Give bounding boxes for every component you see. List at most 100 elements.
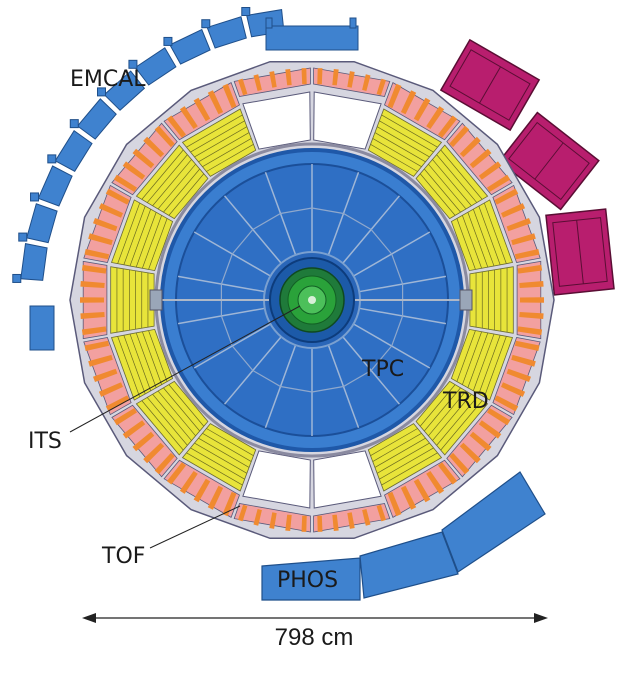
ring-sector bbox=[415, 122, 513, 220]
trd-module bbox=[110, 266, 155, 334]
trd-layer-line bbox=[374, 132, 426, 163]
trd-module bbox=[469, 266, 514, 334]
trd-module bbox=[135, 380, 209, 456]
trd-layer-line bbox=[141, 149, 184, 200]
tof-strip bbox=[132, 431, 155, 452]
trd-layer-line bbox=[379, 120, 434, 153]
arrow-right-icon bbox=[534, 613, 548, 623]
its-core bbox=[269, 257, 355, 343]
hmpid-module bbox=[545, 208, 615, 296]
emcal-module bbox=[20, 243, 48, 281]
trd-layer-line bbox=[424, 168, 461, 213]
ring-sector bbox=[83, 184, 174, 272]
trd-layer-line bbox=[478, 335, 501, 395]
trd-layer-line bbox=[379, 447, 434, 480]
tpc-sector-line bbox=[224, 195, 284, 267]
tof-leader-line bbox=[149, 505, 241, 549]
trd-layer-line bbox=[419, 384, 456, 427]
trd-layer-line bbox=[206, 428, 254, 456]
hmpid-module bbox=[439, 38, 541, 132]
trd-layer-line bbox=[157, 163, 196, 210]
trd-layer-line bbox=[472, 208, 495, 267]
emcal-module bbox=[54, 129, 93, 172]
emcal-bracket bbox=[12, 273, 22, 283]
tof-strip bbox=[514, 249, 540, 260]
tof-strip bbox=[459, 442, 481, 464]
tof-strip bbox=[478, 161, 502, 180]
ring-sector bbox=[83, 328, 174, 416]
tof-strip bbox=[511, 233, 536, 246]
tof-strip bbox=[469, 431, 492, 452]
emcal-label: EMCAL bbox=[70, 67, 146, 92]
tof-strip bbox=[400, 90, 417, 115]
tof-strip bbox=[332, 69, 339, 86]
trd-layer-line bbox=[194, 126, 248, 158]
tof-strip bbox=[517, 264, 543, 274]
empty-sector bbox=[242, 450, 311, 509]
trd-layer-line bbox=[146, 154, 188, 203]
tpc-sector-line bbox=[264, 171, 298, 258]
tof-strip bbox=[449, 452, 470, 475]
trd-layer-line bbox=[467, 212, 489, 268]
beam-pipe bbox=[308, 296, 316, 304]
trd-layer-line bbox=[381, 114, 438, 148]
trd-layer-line bbox=[483, 202, 507, 264]
its-leader-line bbox=[69, 305, 301, 433]
tof-strip bbox=[494, 188, 519, 205]
ring-sector bbox=[111, 380, 209, 478]
phos-module bbox=[261, 557, 361, 601]
trd-layer-line bbox=[424, 387, 461, 432]
tof-strip bbox=[81, 326, 107, 336]
tof-strip bbox=[93, 368, 118, 382]
emcal-module bbox=[76, 98, 117, 140]
rail-left bbox=[149, 289, 163, 311]
trd-layer-line bbox=[381, 452, 438, 486]
trd-layer-line bbox=[462, 331, 482, 385]
trd-layer-line bbox=[372, 138, 422, 167]
tpc-sector-line bbox=[193, 231, 274, 279]
trd-layer-line bbox=[123, 335, 146, 395]
tof-strip bbox=[501, 203, 526, 218]
trd-layer-line bbox=[129, 333, 152, 392]
trd-layer-line bbox=[163, 387, 200, 432]
emcal-bracket bbox=[265, 17, 273, 29]
ring-sector bbox=[233, 450, 311, 533]
tof-strip bbox=[426, 471, 445, 494]
tof-strip bbox=[332, 514, 339, 531]
emcal-bracket bbox=[163, 36, 173, 46]
tof-strip bbox=[81, 264, 107, 274]
tpc-label: TPC bbox=[361, 357, 404, 382]
ring-sector bbox=[163, 82, 257, 177]
trd-layer-line bbox=[142, 331, 162, 385]
trd-layer-line bbox=[456, 218, 476, 270]
tof-strip bbox=[93, 218, 118, 232]
ring-sector bbox=[80, 260, 155, 340]
tof-strip bbox=[376, 78, 386, 96]
arrow-left-icon bbox=[82, 613, 96, 623]
tpc-sector-line bbox=[340, 333, 400, 405]
emcal-bracket bbox=[47, 154, 57, 164]
tof-strip bbox=[362, 509, 371, 526]
trd-layer-line bbox=[370, 428, 418, 456]
tof-strip bbox=[487, 174, 511, 192]
tof-strip bbox=[519, 312, 544, 319]
ring-sector bbox=[367, 423, 461, 518]
emcal-module bbox=[29, 305, 55, 351]
tof-strip bbox=[301, 515, 307, 532]
tof-strip bbox=[207, 485, 224, 510]
trd-layer-line bbox=[483, 336, 507, 398]
tpc-sector-line bbox=[350, 321, 431, 369]
hmpid-modules bbox=[439, 38, 615, 296]
emcal-bracket bbox=[69, 119, 79, 129]
hmpid-divider bbox=[479, 66, 501, 104]
tpc-sector-line bbox=[224, 333, 284, 405]
ring-sector bbox=[367, 82, 461, 177]
emcal-bracket bbox=[241, 7, 251, 17]
trd-layer-line bbox=[376, 126, 430, 158]
tof-strip bbox=[269, 512, 277, 529]
trd-layer-line bbox=[206, 144, 254, 172]
phos-module bbox=[359, 531, 459, 599]
tof-strip bbox=[132, 148, 155, 169]
emcal-module bbox=[265, 25, 359, 51]
tof-strip bbox=[105, 395, 130, 412]
